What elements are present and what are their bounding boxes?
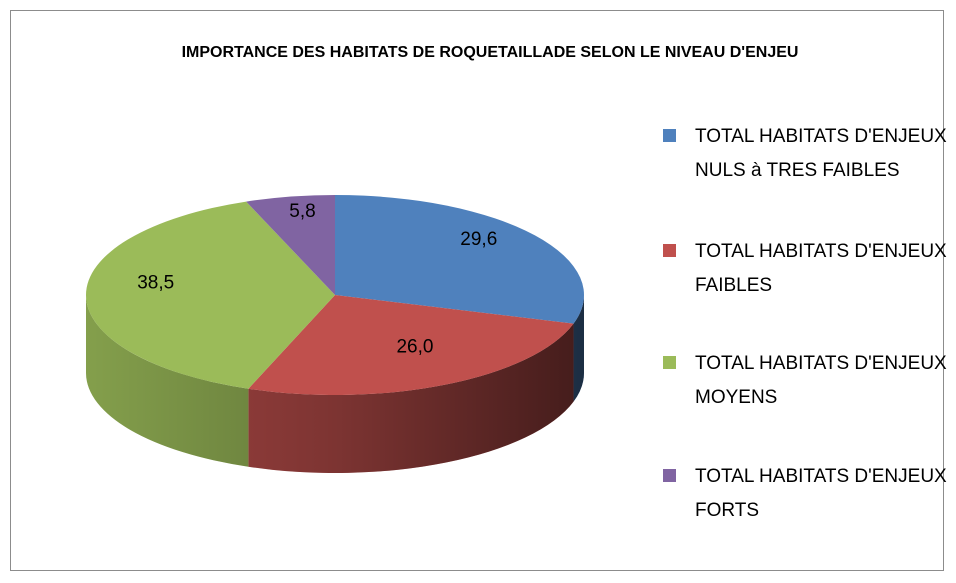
chart-title: IMPORTANCE DES HABITATS DE ROQUETAILLADE… <box>181 44 799 61</box>
legend-swatch <box>663 356 676 369</box>
legend-label: TOTAL HABITATS D'ENJEUX MOYENS <box>695 353 947 408</box>
slice-side-shade <box>86 295 249 467</box>
legend-label: TOTAL HABITATS D'ENJEUX FAIBLES <box>695 241 947 296</box>
slice-side-shade <box>573 295 584 402</box>
legend-swatch <box>663 129 676 142</box>
legend-label: TOTAL HABITATS D'ENJEUX FORTS <box>695 466 947 521</box>
slice-side-shade <box>248 323 574 473</box>
legend-label: TOTAL HABITATS D'ENJEUX NULS à TRES FAIB… <box>695 126 947 181</box>
slice <box>248 295 574 395</box>
data-label: 5,8 <box>289 201 315 222</box>
data-label: 26,0 <box>396 336 433 357</box>
chart-border <box>10 10 944 571</box>
data-label: 29,6 <box>460 229 497 250</box>
slice <box>246 195 335 295</box>
slice <box>86 201 335 389</box>
data-label: 38,5 <box>137 272 174 293</box>
legend-swatch <box>663 469 676 482</box>
legend-swatch <box>663 244 676 257</box>
slice <box>335 195 584 324</box>
